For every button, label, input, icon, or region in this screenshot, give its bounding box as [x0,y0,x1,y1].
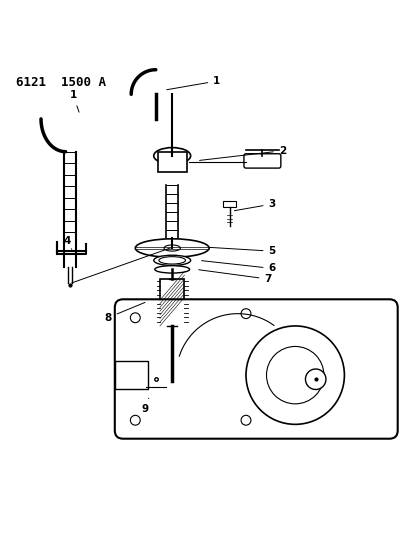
Circle shape [130,415,140,425]
Ellipse shape [153,148,190,164]
Circle shape [240,309,250,319]
Text: 3: 3 [234,199,275,211]
Circle shape [245,326,344,424]
FancyBboxPatch shape [243,154,280,168]
FancyBboxPatch shape [115,300,397,439]
Bar [157,152,186,172]
Ellipse shape [153,255,190,265]
Text: 6: 6 [201,261,275,273]
Ellipse shape [135,239,209,257]
Text: 1: 1 [70,91,79,112]
Text: 8: 8 [104,302,145,322]
Circle shape [240,415,250,425]
Text: 7: 7 [198,270,271,284]
Bar [115,361,147,390]
Ellipse shape [155,265,189,273]
Text: 6121  1500 A: 6121 1500 A [16,76,106,89]
Ellipse shape [164,245,180,251]
Ellipse shape [159,257,185,264]
Bar [137,373,174,393]
Text: 5: 5 [209,246,275,256]
Text: 2: 2 [199,146,285,160]
Text: 1: 1 [166,76,220,90]
Bar [160,279,184,326]
Bar [223,201,235,207]
Circle shape [266,346,323,404]
Circle shape [130,313,140,322]
Text: 4: 4 [63,236,72,249]
Circle shape [305,369,325,390]
Text: 9: 9 [141,398,148,414]
